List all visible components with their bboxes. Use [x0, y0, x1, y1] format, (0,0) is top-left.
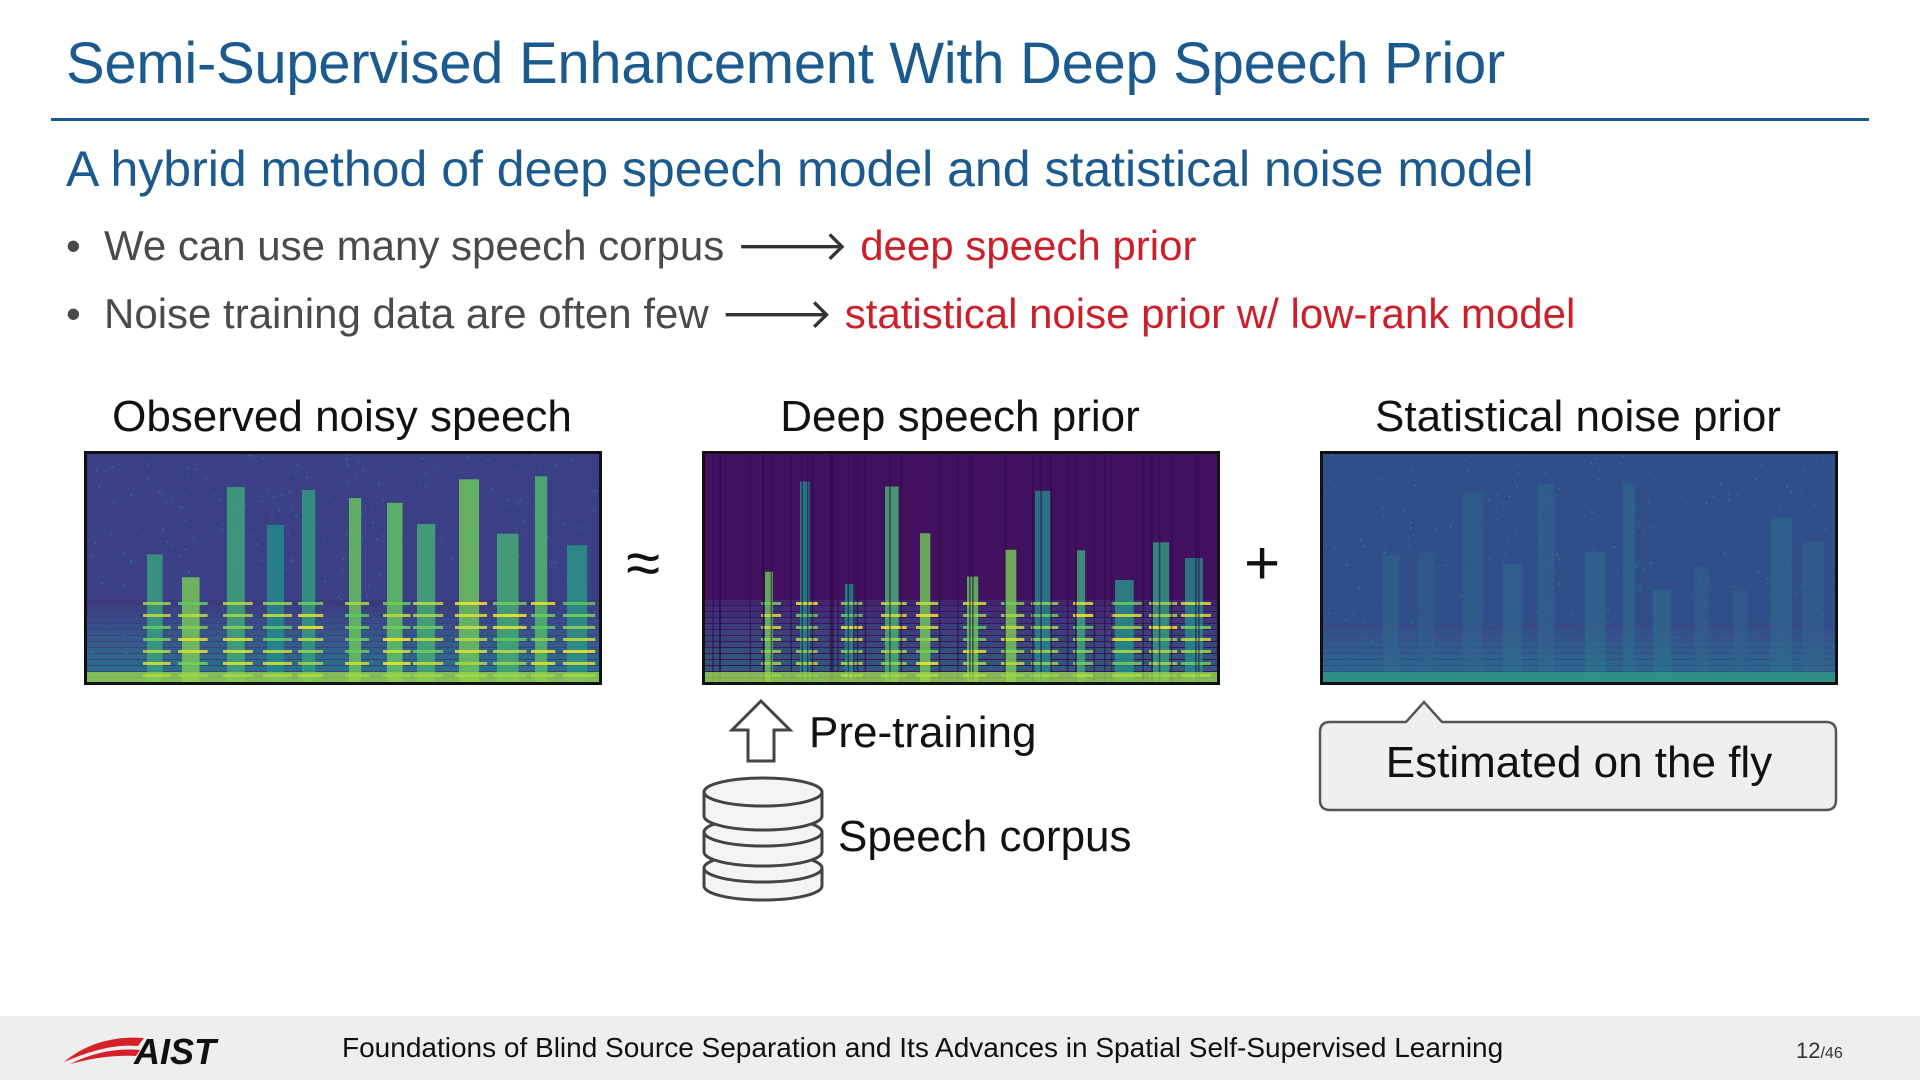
bullet-text: Noise training data are often few [104, 290, 709, 337]
plus-symbol: + [1244, 529, 1281, 598]
speech-corpus-label: Speech corpus [838, 812, 1132, 861]
panel-label-noise-prior: Statistical noise prior [1375, 392, 1781, 441]
page-total: /46 [1820, 1045, 1843, 1062]
logo-text: AIST [133, 1031, 219, 1072]
slide-title: Semi-Supervised Enhancement With Deep Sp… [66, 31, 1505, 96]
database-icon [702, 776, 824, 902]
spectrogram-observed [84, 451, 602, 685]
bullet-highlight: deep speech prior [860, 222, 1197, 269]
title-divider [51, 118, 1869, 121]
right-arrow-icon: 🡒 [735, 222, 849, 269]
bullet-dot: • [66, 222, 81, 269]
pretraining-label: Pre-training [809, 708, 1037, 757]
bullet-text: We can use many speech corpus [104, 222, 725, 269]
callout-bubble [1318, 700, 1838, 812]
slide-subtitle: A hybrid method of deep speech model and… [66, 141, 1534, 197]
up-arrow-outline-icon [728, 698, 794, 763]
footer-bar [0, 1016, 1920, 1080]
aist-logo: AIST [64, 1031, 219, 1072]
spectrogram-speech-prior [702, 451, 1220, 685]
bullet-highlight: statistical noise prior w/ low-rank mode… [844, 290, 1576, 337]
bullet-item-2: • Noise training data are often few 🡒 sta… [66, 288, 1575, 339]
page-current: 12 [1796, 1038, 1821, 1063]
spectrogram-noise-prior [1320, 451, 1838, 685]
approx-symbol: ≈ [626, 529, 661, 598]
panel-label-observed: Observed noisy speech [112, 392, 572, 441]
callout-text: Estimated on the fly [1385, 738, 1773, 787]
bullet-dot: • [66, 290, 81, 337]
page-number: 12/46 [1796, 1038, 1843, 1064]
bullet-item-1: • We can use many speech corpus 🡒 deep sp… [66, 220, 1196, 271]
panel-label-speech-prior: Deep speech prior [780, 392, 1140, 441]
right-arrow-icon: 🡒 [720, 290, 834, 337]
footer-title: Foundations of Blind Source Separation a… [342, 1032, 1504, 1063]
